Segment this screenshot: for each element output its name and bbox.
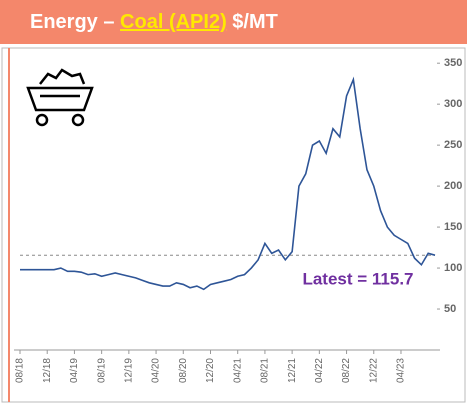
x-tick-label: 04/23 <box>396 358 407 383</box>
series-line <box>20 76 436 291</box>
coal-cart-icon <box>26 68 94 127</box>
x-tick-label: 08/18 <box>15 358 26 383</box>
x-tick-label: 04/22 <box>314 358 325 383</box>
frame <box>1 47 466 403</box>
x-tick-label: 08/19 <box>96 358 107 383</box>
y-tick-label: 350 <box>444 57 462 69</box>
y-tick-label: 200 <box>444 180 462 192</box>
x-tick-label: 12/22 <box>368 358 379 383</box>
title: Energy – Coal (API2) $/MT <box>30 0 278 44</box>
y-tick-label: 300 <box>444 98 462 110</box>
title-prefix: Energy – <box>30 11 115 33</box>
x-tick-label: 12/21 <box>287 358 298 383</box>
x-tick-label: 12/19 <box>123 358 134 383</box>
title-highlight: Coal (API2) <box>120 11 227 33</box>
x-tick-label: 08/22 <box>341 358 352 383</box>
annotation: Latest = 115.7 <box>302 269 413 288</box>
y-tick-label: 150 <box>444 221 462 233</box>
chart: Latest = 115.7 50 100 150 200 250 300 350 08/18… <box>1 47 466 403</box>
banner: Energy – Coal (API2) $/MT <box>0 0 467 44</box>
y-tick-label: 50 <box>444 303 456 315</box>
x-tick-label: 04/21 <box>232 358 243 383</box>
x-tick-label: 08/21 <box>260 358 271 383</box>
x-tick-label: 08/20 <box>178 358 189 383</box>
x-tick-label: 04/20 <box>151 358 162 383</box>
title-suffix: $/MT <box>232 11 278 33</box>
x-tick-label: 04/19 <box>69 358 80 383</box>
y-tick-label: 250 <box>444 139 462 151</box>
x-tick-label: 12/20 <box>205 358 216 383</box>
y-tick-label: 100 <box>444 262 462 274</box>
x-tick-label: 12/18 <box>42 358 53 383</box>
